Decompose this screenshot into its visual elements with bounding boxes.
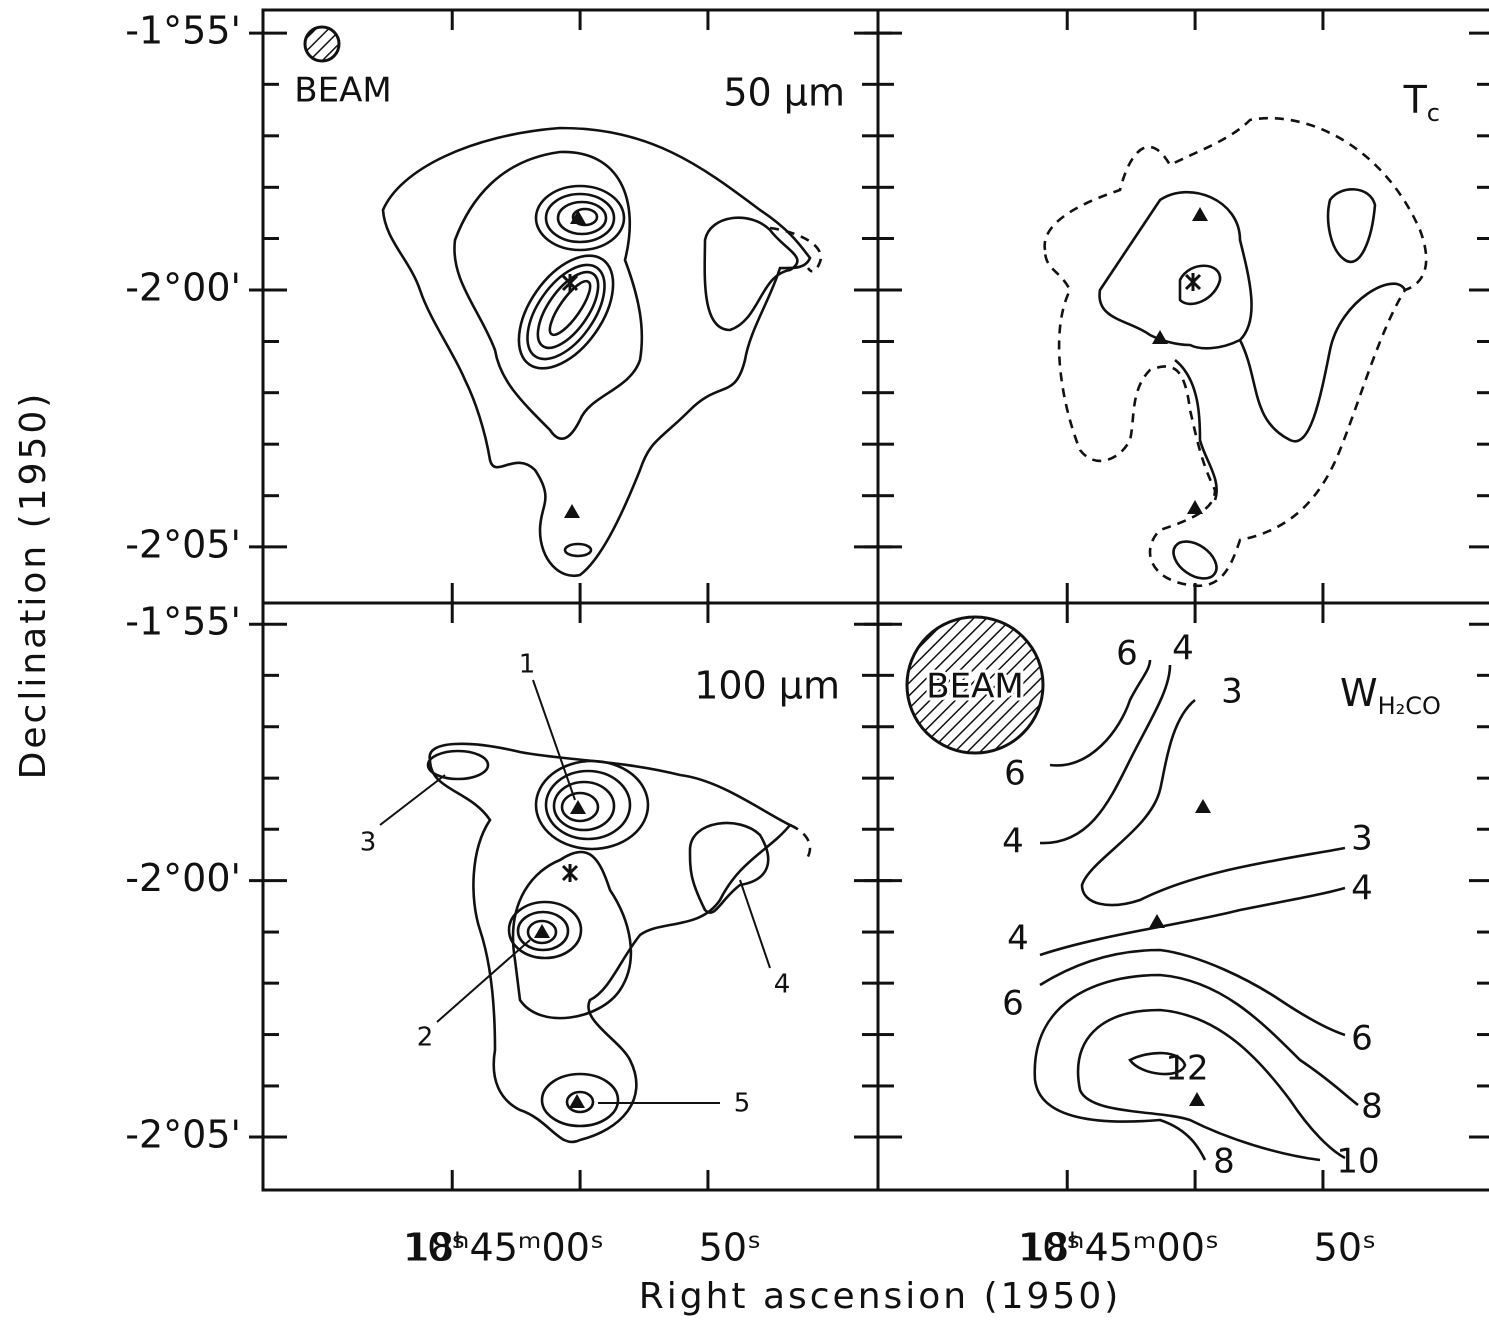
panel-frame: [876, 601, 1489, 1192]
contour-label: 6: [1351, 1019, 1373, 1059]
beam-label: BEAM: [926, 667, 1023, 707]
beam: [905, 615, 1045, 755]
panel-frame: [876, 8, 1489, 605]
y-tick-label: -2°00': [125, 856, 241, 900]
x-tick-label: 50ˢ: [699, 1226, 762, 1270]
x-tick-label: 18ʰ45ᵐ00ˢ: [406, 1226, 604, 1270]
source-label: 2: [417, 1023, 434, 1053]
contour-label: 6: [1116, 634, 1138, 674]
x-axis-label: Right ascension (1950): [639, 1276, 1122, 1317]
contour-label: 8: [1361, 1087, 1383, 1127]
contour-label: 4: [1172, 629, 1194, 669]
x-tick-label: 10ˢ: [403, 1226, 466, 1270]
y-tick-label: -1°55': [125, 600, 241, 644]
panel-title: Tc: [1403, 78, 1440, 128]
contour-label: 3: [1351, 819, 1373, 859]
x-tick-label: 10ˢ: [1018, 1226, 1081, 1270]
beam: [303, 25, 341, 63]
contour-label: 6: [1004, 754, 1026, 794]
markers: [534, 207, 1211, 1108]
contour-label: 10: [1336, 1142, 1379, 1182]
source-label: 1: [519, 650, 536, 680]
source-label: 4: [774, 970, 791, 1000]
contour-label: 8: [1213, 1142, 1235, 1182]
y-axis-label: Declination (1950): [13, 391, 54, 780]
title-main: T: [1403, 78, 1428, 122]
title-main: W: [1340, 671, 1378, 715]
title-sub: c: [1427, 99, 1440, 127]
contour-label: 3: [1221, 672, 1243, 712]
contour-label: 6: [1002, 984, 1024, 1024]
contours: [381, 116, 1428, 1162]
source-leaders: [379, 679, 771, 1104]
x-tick-label: 18ʰ45ᵐ00ˢ: [1021, 1226, 1219, 1270]
y-tick-label: -2°05': [125, 1113, 241, 1157]
beam-label: BEAM: [294, 71, 391, 111]
panel-title: 100 µm: [694, 664, 840, 708]
y-tick-label: -2°05': [125, 522, 241, 566]
y-tick-label: -2°00': [125, 266, 241, 310]
source-label: 3: [360, 828, 377, 858]
contour-label: 4: [1351, 869, 1373, 909]
source-label: 5: [734, 1089, 751, 1119]
panel-title: WH₂CO: [1340, 671, 1441, 721]
y-tick-label: -1°55': [125, 9, 241, 53]
title-sub: H₂CO: [1378, 692, 1441, 720]
contour-label: 4: [1007, 919, 1029, 959]
panel-title: 50 µm: [723, 71, 845, 115]
contour-label: 4: [1002, 822, 1024, 862]
x-tick-label: 50ˢ: [1314, 1226, 1377, 1270]
contour-label: 12: [1165, 1049, 1208, 1089]
